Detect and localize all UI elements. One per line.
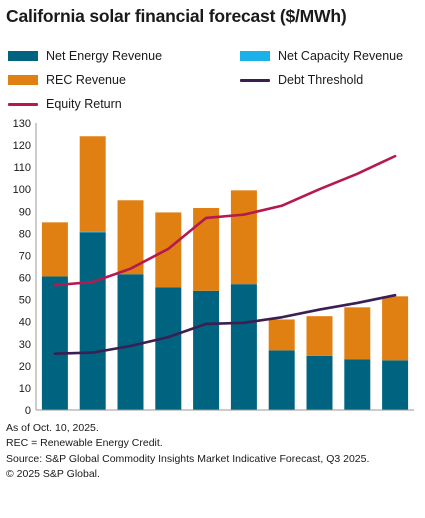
bar-rec-revenue [79, 136, 106, 232]
y-tick-label: 70 [19, 250, 31, 262]
y-tick-label: 20 [19, 361, 31, 373]
legend-swatch-rec-revenue [8, 75, 38, 85]
bar-net-capacity-revenue [79, 231, 106, 233]
footnote-as-of: As of Oct. 10, 2025. [6, 422, 99, 434]
chart-title: California solar financial forecast ($/M… [6, 6, 347, 26]
legend-item-equity-return: Equity Return [8, 97, 122, 111]
legend-item-net-capacity-revenue: Net Capacity Revenue [240, 49, 403, 63]
bar-net-energy-revenue [230, 284, 257, 410]
y-tick-label: 80 [19, 228, 31, 240]
y-tick-label: 50 [19, 295, 31, 307]
footnote-source: Source: S&P Global Commodity Insights Ma… [6, 452, 370, 465]
line-debt-threshold [53, 293, 397, 356]
bar-net-energy-revenue [193, 290, 220, 410]
legend-line-debt-threshold [240, 78, 270, 82]
legend-swatch-net-capacity-revenue [240, 51, 270, 61]
y-tick-label: 110 [13, 162, 31, 174]
legend-label-debt-threshold: Debt Threshold [278, 73, 364, 87]
bar-rec-revenue [193, 207, 220, 291]
legend-item-rec-revenue: REC Revenue [8, 73, 126, 87]
legend-item-net-energy-revenue: Net Energy Revenue [8, 49, 162, 63]
legend-line-equity-return [8, 102, 38, 106]
bar-rec-revenue [41, 222, 68, 277]
line-equity-return [53, 154, 397, 287]
legend-label-equity-return: Equity Return [46, 97, 122, 111]
bar-net-energy-revenue [79, 232, 106, 410]
legend-swatch-net-energy-revenue [8, 51, 38, 61]
bar-rec-revenue [382, 296, 409, 361]
legend-item-debt-threshold: Debt Threshold [240, 73, 363, 87]
bar-net-energy-revenue [268, 350, 295, 410]
legend-label-net-energy-revenue: Net Energy Revenue [46, 49, 163, 63]
bar-rec-revenue [344, 307, 371, 360]
y-tick-label: 40 [19, 317, 31, 329]
y-tick-label: 60 [19, 273, 31, 285]
bar-net-energy-revenue [155, 287, 182, 410]
bar-net-energy-revenue [344, 359, 371, 410]
footnote-copyright: © 2025 S&P Global. [6, 467, 100, 480]
bar-rec-revenue [117, 200, 144, 275]
y-tick-label: 30 [19, 339, 31, 351]
chart-plot: 0102030405060708090100110120130202620272… [13, 118, 414, 417]
bar-net-energy-revenue [41, 276, 68, 410]
bar-net-energy-revenue [117, 274, 144, 410]
y-tick-label: 10 [19, 383, 31, 395]
y-tick-label: 100 [13, 184, 31, 196]
bar-rec-revenue [230, 190, 257, 285]
footnotes: As of Oct. 10, 2025. REC = Renewable Ene… [6, 421, 369, 482]
bar-net-energy-revenue [306, 355, 333, 410]
legend-label-net-capacity-revenue: Net Capacity Revenue [278, 49, 404, 63]
legend-label-rec-revenue: REC Revenue [46, 73, 126, 87]
y-tick-label: 90 [19, 206, 31, 218]
footnote-rec-definition: REC = Renewable Energy Credit. [6, 437, 163, 450]
legend: Net Energy Revenue Net Capacity Revenue … [0, 0, 425, 120]
y-tick-label: 130 [13, 118, 31, 130]
bar-rec-revenue [306, 316, 333, 356]
bar-net-energy-revenue [382, 360, 409, 410]
bar-rec-revenue [268, 319, 295, 351]
y-tick-label: 120 [13, 140, 31, 152]
y-tick-label: 0 [25, 405, 31, 417]
